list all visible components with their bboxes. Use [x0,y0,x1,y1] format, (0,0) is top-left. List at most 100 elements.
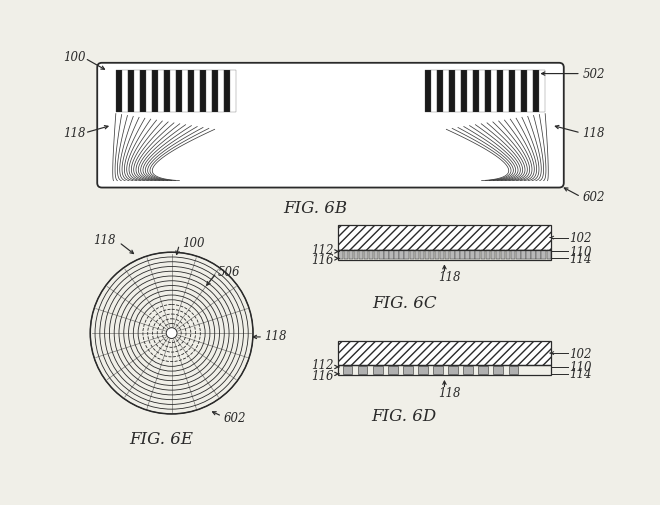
Bar [425,251,429,260]
Text: 602: 602 [582,191,605,204]
Bar [480,251,485,260]
Bar [491,251,495,260]
Bar [541,251,546,260]
Bar [455,71,461,113]
Bar [533,71,539,113]
Bar [443,71,449,113]
Bar [182,71,188,113]
Bar [485,71,491,113]
Bar [437,71,443,113]
Bar [531,251,536,260]
FancyBboxPatch shape [97,64,564,188]
Text: 118: 118 [63,127,86,140]
Bar [369,251,374,260]
Bar [494,367,504,375]
Text: 114: 114 [569,252,592,265]
Bar [338,250,551,261]
Bar [509,367,518,375]
Text: 102: 102 [569,347,592,360]
Bar [445,251,449,260]
Bar [374,251,378,260]
Bar [496,251,500,260]
Bar [409,251,414,260]
Bar [128,71,134,113]
Bar [467,71,473,113]
Text: 118: 118 [265,329,287,342]
Bar [344,251,348,260]
Text: 110: 110 [569,361,592,374]
Bar [497,71,503,113]
Bar [509,71,515,113]
Bar [373,367,383,375]
Bar [224,71,230,113]
Text: 602: 602 [224,412,246,424]
Bar [435,251,440,260]
Text: 118: 118 [438,271,461,284]
Bar [158,71,164,113]
Bar [420,251,424,260]
Bar [403,367,412,375]
Bar [450,251,455,260]
Bar [394,251,399,260]
Bar [343,367,352,375]
Bar [527,71,533,113]
Bar [515,71,521,113]
Bar [418,367,428,375]
Text: 112: 112 [311,243,333,256]
Bar [460,251,465,260]
Bar [463,367,473,375]
Bar [526,251,531,260]
Bar [461,71,467,113]
Bar [194,71,200,113]
Bar [348,251,353,260]
Bar [338,341,551,366]
Bar [384,251,389,260]
Bar [354,251,358,260]
Bar [539,71,545,113]
Bar [516,251,521,260]
Bar [230,71,236,113]
Bar [537,251,541,260]
Bar [473,71,479,113]
Bar [465,251,470,260]
Bar [433,367,443,375]
Bar [521,71,527,113]
Bar [388,367,397,375]
Bar [405,251,409,260]
Bar [218,71,224,113]
Bar [455,251,459,260]
Bar [339,251,343,260]
Bar [430,251,434,260]
Text: 112: 112 [311,359,333,371]
Bar [188,71,194,113]
Bar [501,251,506,260]
Bar [170,71,176,113]
Bar [475,251,480,260]
Bar [431,71,437,113]
Bar [479,71,485,113]
Bar [134,71,140,113]
Bar [212,71,218,113]
Bar [399,251,404,260]
Text: 502: 502 [582,68,605,81]
Text: 506: 506 [218,266,241,278]
Bar [491,71,497,113]
Text: 118: 118 [582,127,605,140]
Bar [478,367,488,375]
Bar [506,251,510,260]
Bar [471,251,475,260]
Bar [359,251,363,260]
Text: 100: 100 [63,51,86,64]
Bar [379,251,383,260]
Bar [449,71,455,113]
Bar [140,71,146,113]
Text: FIG. 6B: FIG. 6B [283,199,347,217]
Bar [364,251,368,260]
Bar [389,251,393,260]
Text: FIG. 6C: FIG. 6C [372,294,436,311]
Text: 102: 102 [569,232,592,244]
Text: 116: 116 [311,254,333,267]
Bar [200,71,206,113]
Bar [486,251,490,260]
Bar [448,367,458,375]
